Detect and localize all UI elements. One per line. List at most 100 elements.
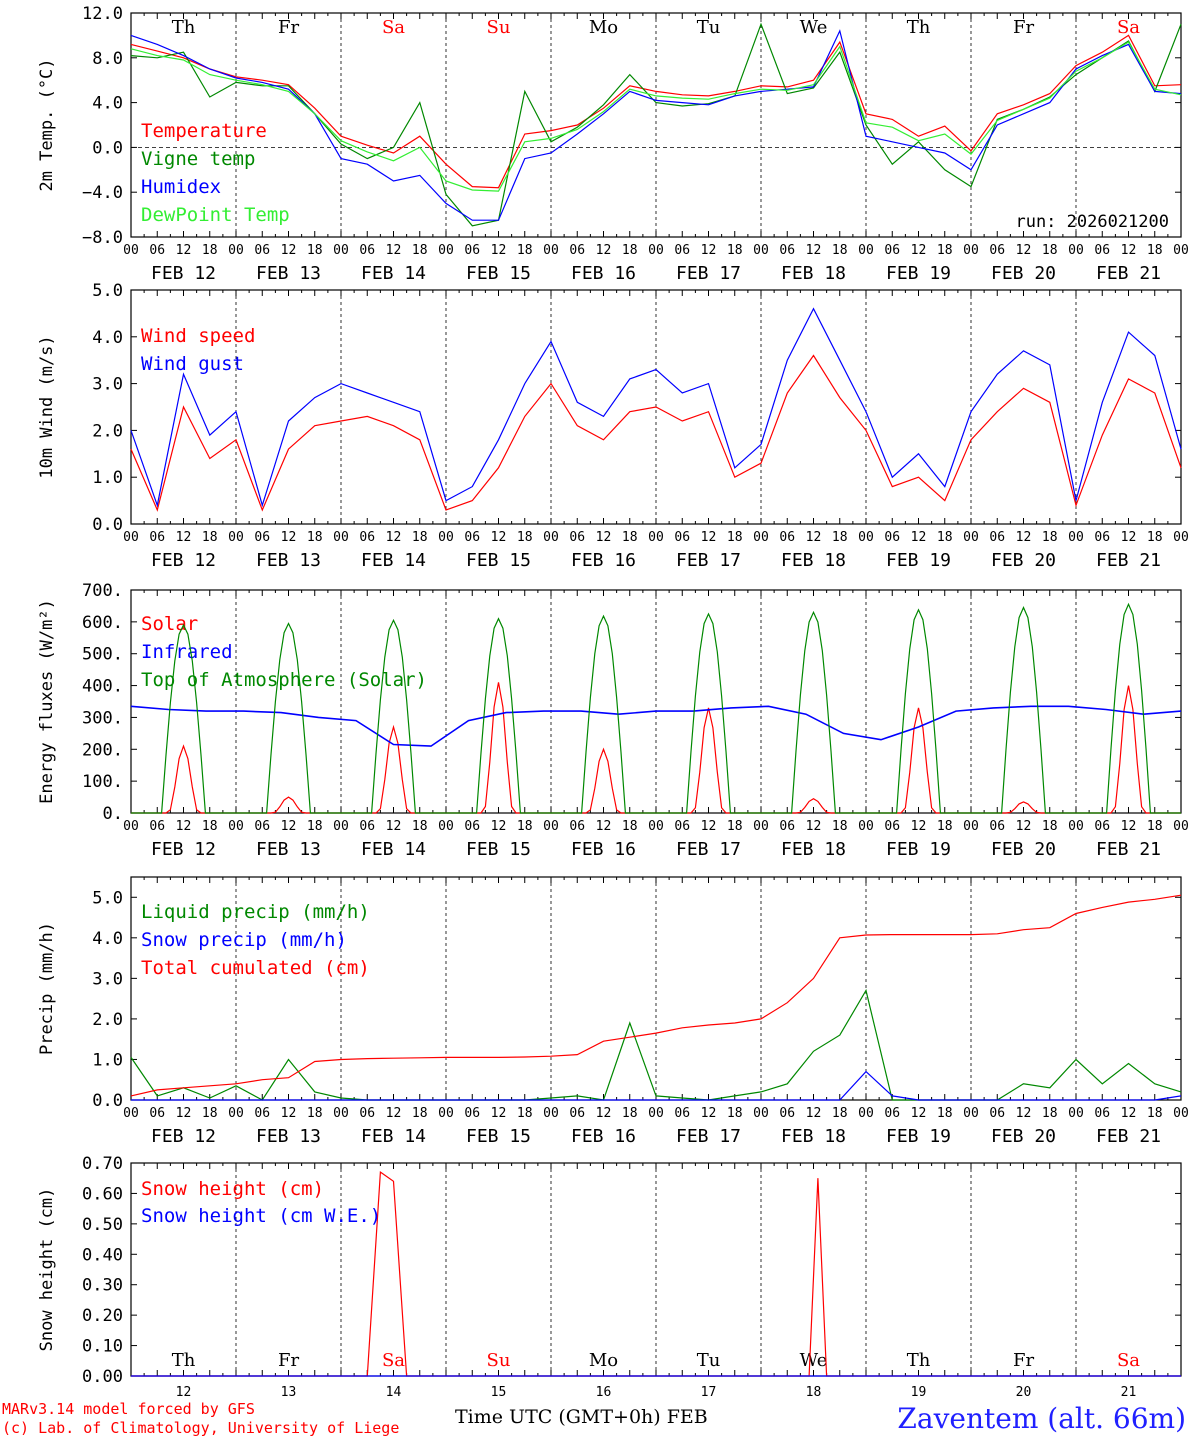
hour-tick-label: 18: [727, 530, 743, 545]
hour-tick-label: 06: [359, 819, 375, 834]
date-label: FEB 15: [466, 839, 531, 860]
hour-tick-label: 18: [832, 243, 848, 258]
legend-item: Vigne temp: [141, 148, 255, 170]
date-label: FEB 17: [676, 1126, 741, 1147]
y-axis-label: Precip (mm/h): [37, 922, 57, 1055]
series-line-temperature: [130, 34, 1182, 189]
day-number: 21: [1121, 1385, 1137, 1400]
hour-tick-label: 06: [359, 243, 375, 258]
y-tick-label: 3.0: [92, 969, 123, 989]
hour-tick-label: 12: [596, 243, 612, 258]
day-label: Su: [487, 1350, 511, 1371]
hour-tick-label: 12: [701, 530, 717, 545]
hour-tick-label: 18: [622, 243, 638, 258]
panel-energy: 700. 600. 500. 400. 300. 200. 100. 0. Energy flu…: [37, 581, 1189, 860]
hour-tick-label: 12: [911, 530, 927, 545]
model-credit: MARv3.14 model forced by GFS: [2, 1400, 255, 1418]
legend-item: Temperature: [141, 120, 267, 142]
y-tick-label: 2.0: [92, 421, 123, 441]
hour-tick-label: 00: [648, 819, 664, 834]
hour-tick-label: 06: [674, 530, 690, 545]
hour-tick-label: 06: [254, 819, 270, 834]
day-number: 18: [806, 1385, 822, 1400]
hour-tick-label: 12: [701, 243, 717, 258]
hour-tick-label: 18: [937, 1106, 953, 1121]
hour-tick-label: 06: [779, 819, 795, 834]
hour-tick-label: 12: [386, 1106, 402, 1121]
date-label: FEB 20: [991, 839, 1056, 860]
hour-tick-label: 06: [989, 819, 1005, 834]
hour-tick-label: 12: [806, 243, 822, 258]
hour-tick-label: 06: [779, 530, 795, 545]
hour-tick-label: 00: [438, 819, 454, 834]
date-label: FEB 14: [361, 1126, 426, 1147]
hour-tick-label: 12: [911, 243, 927, 258]
day-label: Sa: [1117, 1350, 1140, 1371]
station-name: Zaventem (alt. 66m): [897, 1402, 1186, 1435]
hour-tick-label: 12: [596, 1106, 612, 1121]
hour-tick-label: 12: [491, 1106, 507, 1121]
hour-tick-label: 18: [1147, 243, 1163, 258]
hour-tick-label: 12: [281, 819, 297, 834]
date-label: FEB 15: [466, 263, 531, 284]
date-label: FEB 17: [676, 263, 741, 284]
y-axis-label: 10m Wind (m/s): [37, 335, 57, 478]
hour-tick-label: 12: [281, 1106, 297, 1121]
legend-item: Humidex: [141, 176, 221, 198]
day-label: We: [800, 1350, 828, 1371]
hour-tick-label: 00: [1068, 819, 1084, 834]
hour-tick-label: 06: [989, 1106, 1005, 1121]
hour-tick-label: 00: [648, 1106, 664, 1121]
hour-tick-label: 00: [438, 1106, 454, 1121]
y-tick-label: 0.30: [82, 1276, 123, 1296]
y-tick-label: 5.0: [92, 888, 123, 908]
y-tick-label: 0.: [103, 804, 123, 824]
hour-tick-label: 18: [307, 819, 323, 834]
day-label: Fr: [278, 17, 299, 38]
hour-tick-label: 18: [727, 1106, 743, 1121]
date-label: FEB 17: [676, 550, 741, 571]
hour-tick-label: 18: [517, 530, 533, 545]
hour-tick-label: 06: [254, 1106, 270, 1121]
hour-tick-label: 00: [123, 819, 139, 834]
run-label: run: 2026021200: [1015, 212, 1169, 232]
hour-tick-label: 12: [806, 1106, 822, 1121]
date-label: FEB 21: [1096, 550, 1161, 571]
day-number: 12: [176, 1385, 192, 1400]
day-label: Th: [907, 17, 931, 38]
hour-tick-label: 18: [517, 243, 533, 258]
hour-tick-label: 00: [1173, 1106, 1189, 1121]
day-number: 20: [1016, 1385, 1032, 1400]
date-label: FEB 15: [466, 1126, 531, 1147]
hour-tick-label: 18: [1147, 819, 1163, 834]
y-tick-label: 0.0: [92, 515, 123, 535]
series-line-vigne-temp: [130, 22, 1182, 227]
hour-tick-label: 18: [727, 243, 743, 258]
hour-tick-label: 06: [359, 530, 375, 545]
day-label: Th: [907, 1350, 931, 1371]
hour-tick-label: 00: [333, 819, 349, 834]
hour-tick-label: 06: [569, 530, 585, 545]
day-number: 19: [911, 1385, 927, 1400]
hour-tick-label: 18: [517, 819, 533, 834]
legend-item: Snow height (cm): [141, 1178, 324, 1200]
date-label: FEB 13: [256, 1126, 321, 1147]
hour-tick-label: 00: [648, 243, 664, 258]
day-label: Sa: [1117, 17, 1140, 38]
y-tick-label: 0.10: [82, 1337, 123, 1357]
hour-tick-label: 06: [674, 243, 690, 258]
hour-tick-label: 12: [176, 1106, 192, 1121]
series-line-dewpoint-temp: [130, 41, 1182, 192]
day-label: Tu: [697, 17, 721, 38]
panel-temp: 12.0 8.0 4.0 0.0 −4.0 −8.0 2m Temp. (°C) 00 06 12…: [37, 4, 1189, 284]
date-label: FEB 20: [991, 263, 1056, 284]
legend-item: Infrared: [141, 641, 233, 663]
hour-tick-label: 18: [1042, 819, 1058, 834]
hour-tick-label: 06: [254, 243, 270, 258]
y-tick-label: 0.0: [92, 138, 123, 158]
hour-tick-label: 00: [963, 1106, 979, 1121]
panel-precip: 5.0 4.0 3.0 2.0 1.0 0.0 Precip (mm/h) 00 06 12 18 0…: [37, 876, 1189, 1147]
panel-wind: 5.0 4.0 3.0 2.0 1.0 0.0 10m Wind (m/s) 00 06 12 18…: [37, 281, 1189, 571]
hour-tick-label: 06: [884, 243, 900, 258]
date-label: FEB 13: [256, 263, 321, 284]
